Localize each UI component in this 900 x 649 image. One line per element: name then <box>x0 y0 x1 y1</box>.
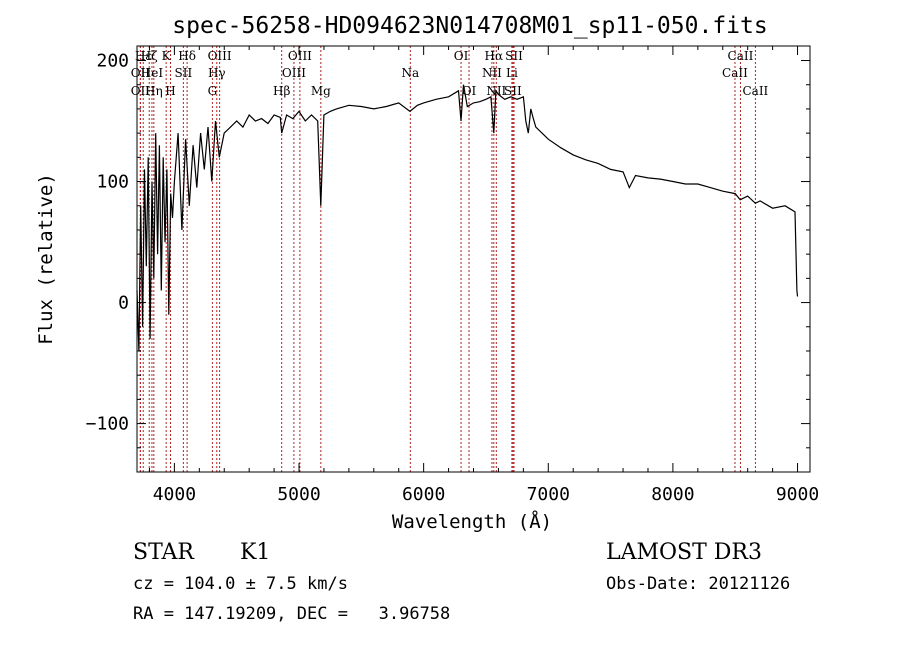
y-tick-label: 200 <box>96 51 129 72</box>
line-id-label: Hη <box>145 84 163 98</box>
line-id-label: OII <box>131 66 151 80</box>
spectrum-series-line <box>136 84 799 352</box>
observation-date: Obs-Date: 20121126 <box>606 574 791 594</box>
line-id-label: H <box>165 84 175 98</box>
line-id-label: Hγ <box>208 66 226 80</box>
line-id-label: HeI <box>141 66 164 80</box>
axis-ticks: 4000 5000 6000 7000 8000 9000 −100 0 100 200 <box>86 46 819 505</box>
line-id-label: Hε <box>135 49 152 63</box>
x-tick-label: 4000 <box>153 484 196 505</box>
x-tick-label: 6000 <box>402 484 445 505</box>
line-id-label: NII <box>486 84 506 98</box>
x-tick-label: 7000 <box>527 484 570 505</box>
line-id-label: SII <box>175 66 193 80</box>
redshift-cz: cz = 104.0 ± 7.5 km/s <box>133 574 348 594</box>
line-id-label: CaII <box>722 66 748 80</box>
y-tick-label: −100 <box>86 414 129 435</box>
line-id-label: CaII <box>742 84 768 98</box>
spectral-line-markers <box>139 46 756 472</box>
line-id-label: OII <box>131 84 151 98</box>
line-id-label: Hζ <box>141 49 158 63</box>
line-id-label: K <box>162 49 172 63</box>
line-id-label: Hα <box>485 49 504 63</box>
survey-name: LAMOST DR3 <box>606 540 762 565</box>
line-id-label: G <box>208 84 218 98</box>
line-id-label: OI <box>462 84 477 98</box>
line-id-label: OIII <box>208 49 232 63</box>
line-id-label: Hδ <box>178 49 196 63</box>
chart-title: spec-56258-HD094623N014708M01_sp11-050.f… <box>172 13 767 39</box>
line-id-label: SII <box>505 49 523 63</box>
line-id-label: OIII <box>282 66 306 80</box>
x-axis-label: Wavelength (Å) <box>392 510 552 533</box>
line-id-label: SII <box>504 84 522 98</box>
line-id-label: Hβ <box>273 84 290 98</box>
x-tick-label: 8000 <box>651 484 694 505</box>
line-id-label: Mg <box>311 84 331 98</box>
line-id-label: OIII <box>288 49 312 63</box>
object-subclass: K1 <box>240 540 271 565</box>
line-id-label: CaII <box>728 49 754 63</box>
object-class: STAR <box>133 540 194 565</box>
ra-dec: RA = 147.19209, DEC = 3.96758 <box>133 604 451 624</box>
line-id-label: NII <box>482 66 502 80</box>
y-tick-label: 100 <box>96 172 129 193</box>
line-id-label: Li <box>506 66 518 80</box>
line-id-label: Na <box>401 66 419 80</box>
x-tick-label: 5000 <box>277 484 320 505</box>
y-tick-label: 0 <box>118 293 129 314</box>
y-axis-label: Flux (relative) <box>35 173 57 345</box>
x-tick-label: 9000 <box>776 484 819 505</box>
line-id-label: OI <box>454 49 469 63</box>
plot-frame <box>136 45 811 473</box>
